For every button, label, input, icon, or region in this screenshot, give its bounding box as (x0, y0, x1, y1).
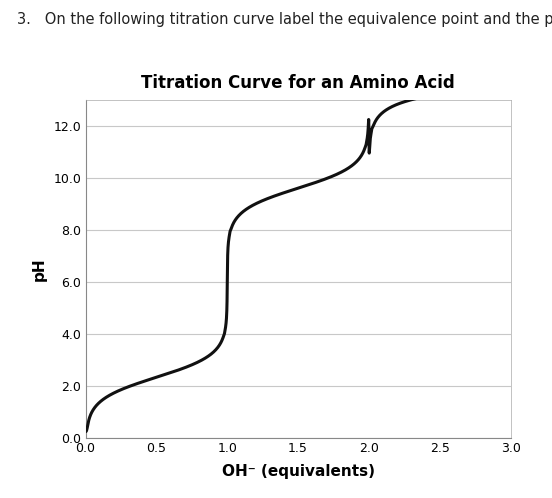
X-axis label: OH⁻ (equivalents): OH⁻ (equivalents) (221, 464, 375, 479)
Text: 3.   On the following titration curve label the equivalence point and the pKa(s): 3. On the following titration curve labe… (17, 12, 552, 27)
Title: Titration Curve for an Amino Acid: Titration Curve for an Amino Acid (141, 75, 455, 93)
Y-axis label: pH: pH (31, 257, 46, 281)
